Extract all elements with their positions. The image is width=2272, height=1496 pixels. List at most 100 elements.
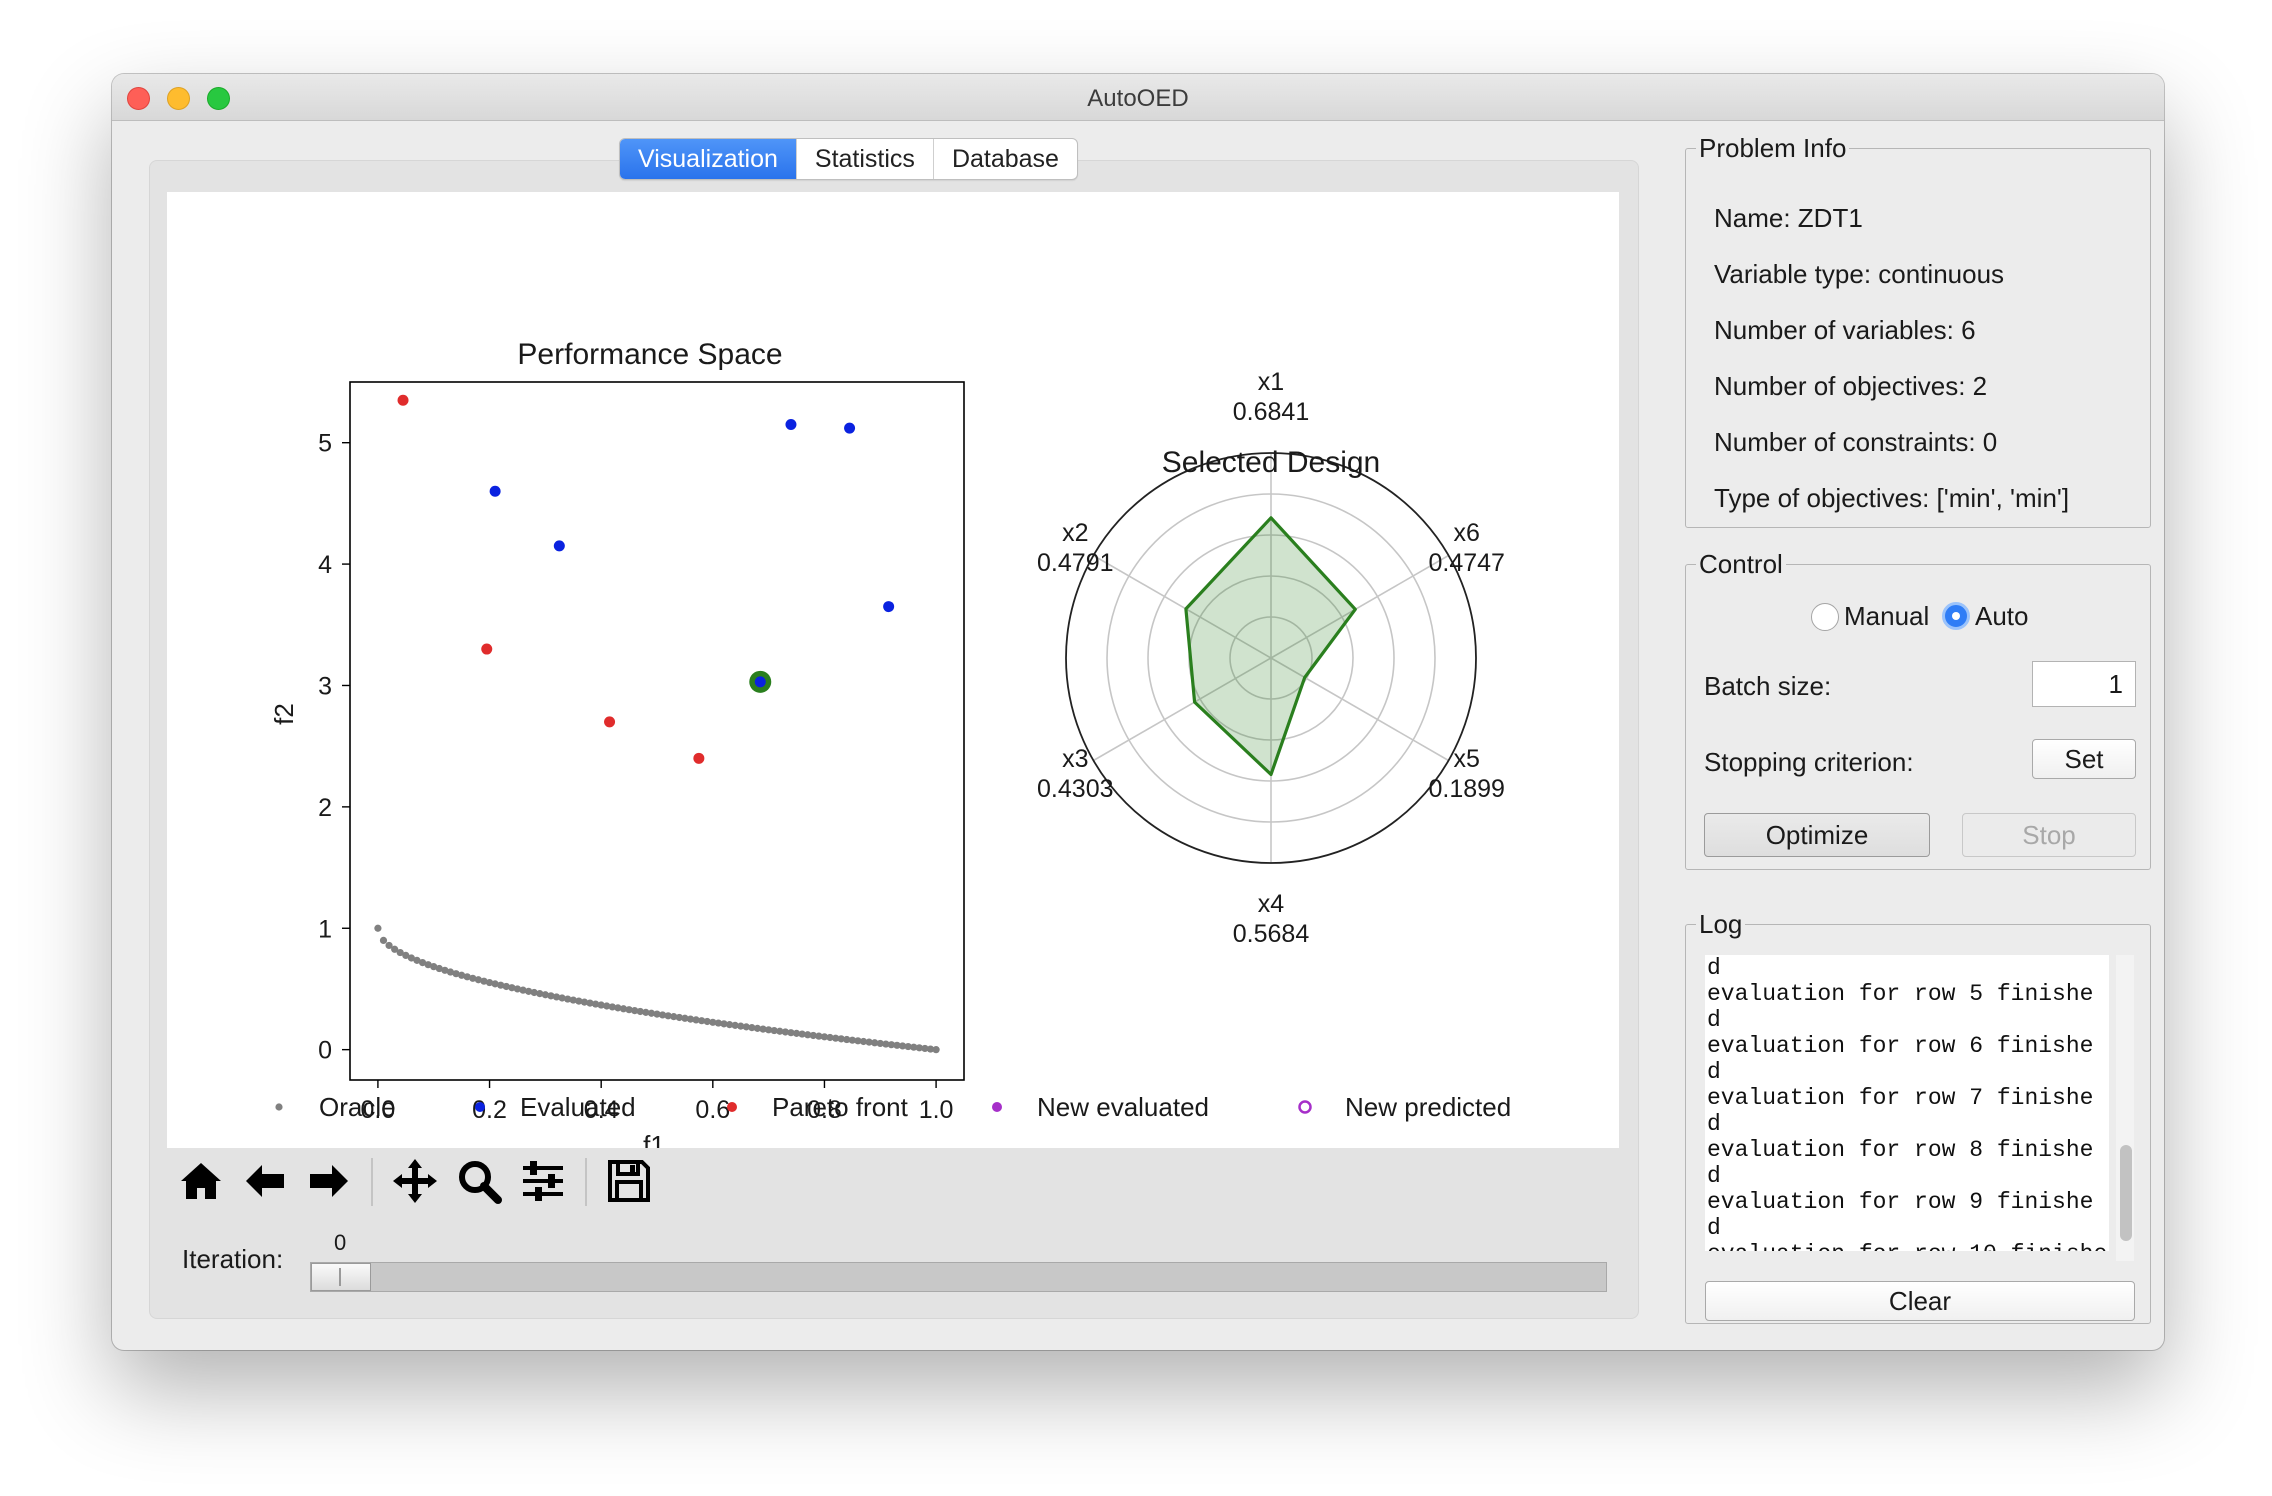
configure-subplots-button[interactable] [517, 1154, 569, 1208]
radar-axis-name: x1 [1258, 368, 1284, 396]
iteration-slider[interactable] [310, 1262, 1607, 1292]
oracle-point [631, 1006, 639, 1015]
oracle-point [770, 1026, 778, 1035]
back-arrow-icon [246, 1165, 284, 1197]
tab-statistics[interactable]: Statistics [795, 139, 933, 179]
oracle-point [787, 1029, 795, 1037]
control-title: Control [1696, 549, 1786, 579]
oracle-point [418, 958, 427, 967]
zoom-button[interactable] [453, 1154, 505, 1208]
minimize-window-button[interactable] [167, 87, 190, 110]
radar-axis-value: 0.5684 [1233, 920, 1310, 948]
manual-radio[interactable] [1811, 603, 1839, 631]
y-axis-label: f2 [269, 703, 299, 725]
radar-axis-name: x3 [1062, 745, 1088, 773]
home-icon [181, 1163, 221, 1199]
forward-arrow-icon [310, 1165, 348, 1197]
back-button[interactable] [239, 1154, 291, 1208]
radar-spoke [1093, 657, 1272, 762]
oracle-point [430, 963, 438, 971]
y-tick-label: 0 [318, 1037, 332, 1065]
set-stopping-criterion-button[interactable]: Set [2032, 739, 2136, 779]
x-tick-label: 0.4 [584, 1096, 619, 1124]
oracle-point [502, 982, 510, 991]
problem-info-group: Problem Info Name: ZDT1 Variable type: c… [1685, 133, 2151, 528]
performance-plot-axes[interactable] [349, 381, 965, 1081]
pan-button[interactable] [389, 1154, 441, 1208]
x-tick-label: 0.8 [807, 1096, 842, 1124]
plot-figure: Performance Space 0.0 0.2 0.4 0.6 0.8 1.0 0 1 2 3… [167, 192, 1619, 1148]
oracle-point [725, 1021, 734, 1029]
oracle-point [792, 1029, 801, 1037]
batch-size-input[interactable]: 1 [2032, 661, 2136, 707]
oracle-point [703, 1017, 711, 1026]
oracle-point [932, 1046, 940, 1054]
oracle-point [899, 1042, 907, 1050]
zoom-window-button[interactable] [207, 87, 230, 110]
oracle-point [832, 1034, 840, 1042]
oracle-point [379, 936, 388, 945]
oracle-point [614, 1004, 622, 1012]
oracle-point [480, 977, 488, 985]
optimize-button[interactable]: Optimize [1704, 813, 1930, 857]
save-figure-button[interactable] [603, 1154, 655, 1208]
slider-handle[interactable] [311, 1263, 371, 1291]
oracle-point [469, 974, 477, 982]
radar-design-polygon [1184, 516, 1357, 777]
oracle-point [915, 1044, 923, 1052]
pareto-front-point [481, 643, 493, 655]
radar-axis-name: x4 [1258, 890, 1285, 918]
figure-canvas: Performance Space 0.0 0.2 0.4 0.6 0.8 1.00123… [269, 338, 1511, 1148]
oracle-point [625, 1006, 633, 1014]
radar-plot-title: Selected Design [1162, 446, 1380, 479]
log-line: evaluation for row 10 finishe [1705, 1241, 2109, 1251]
oracle-point [714, 1019, 723, 1027]
oracle-point [642, 1008, 650, 1016]
oracle-point [508, 984, 516, 992]
oracle-point [552, 993, 561, 1001]
oracle-point [759, 1025, 767, 1033]
log-scrollbar-thumb[interactable] [2120, 1145, 2132, 1241]
toolbar-separator [371, 1158, 373, 1206]
radar-spoke [1093, 554, 1272, 659]
close-window-button[interactable] [127, 87, 150, 110]
oracle-point [753, 1024, 762, 1032]
log-scrollbar[interactable] [2116, 955, 2134, 1261]
oracle-point [592, 1000, 600, 1008]
iteration-value: 0 [334, 1230, 347, 1255]
oracle-point [647, 1009, 656, 1017]
oracle-point [854, 1037, 862, 1045]
clear-log-button[interactable]: Clear [1705, 1281, 2135, 1321]
oracle-point [692, 1016, 700, 1024]
oracle-point [619, 1005, 628, 1013]
tab-database[interactable]: Database [932, 139, 1077, 179]
save-icon [608, 1160, 650, 1202]
radar-axis-name: x5 [1454, 745, 1480, 773]
oracle-point [809, 1031, 817, 1040]
oracle-point [575, 997, 583, 1005]
log-line: d [1707, 1007, 1721, 1033]
log-title: Log [1696, 909, 1746, 939]
oracle-point [826, 1033, 834, 1042]
y-tick-label: 4 [318, 551, 332, 579]
tab-visualization[interactable]: Visualization [620, 139, 796, 179]
legend-label: Pareto front [772, 1092, 909, 1122]
oracle-point [904, 1042, 912, 1051]
stop-button[interactable]: Stop [1962, 813, 2136, 857]
y-tick-label: 5 [318, 430, 332, 458]
oracle-point [485, 978, 494, 987]
legend-marker [992, 1102, 1002, 1112]
oracle-point [837, 1035, 845, 1043]
log-textbox[interactable]: d evaluation for row 5 finishe d evaluat… [1705, 955, 2109, 1251]
home-button[interactable] [175, 1154, 227, 1208]
oracle-point [664, 1012, 672, 1020]
auto-radio[interactable] [1942, 602, 1970, 630]
oracle-point [776, 1027, 784, 1035]
oracle-point [597, 1001, 605, 1009]
selected-design-point [749, 670, 772, 693]
problem-name: Name: ZDT1 [1714, 203, 1863, 233]
forward-button[interactable] [303, 1154, 355, 1208]
oracle-point [882, 1040, 890, 1048]
oracle-point [586, 999, 594, 1007]
legend-label: Evaluated [520, 1092, 636, 1122]
